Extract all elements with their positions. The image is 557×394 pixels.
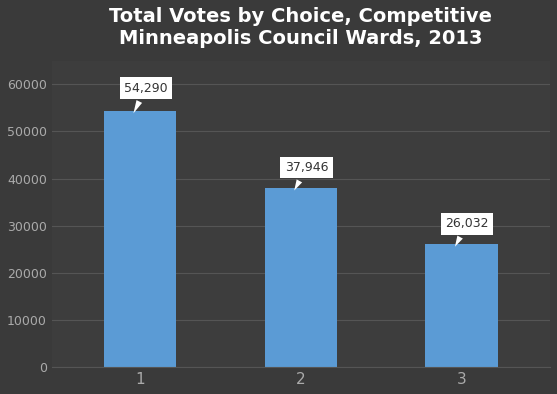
Title: Total Votes by Choice, Competitive
Minneapolis Council Wards, 2013: Total Votes by Choice, Competitive Minne… (109, 7, 492, 48)
Text: 26,032: 26,032 (446, 217, 489, 247)
Bar (104, 111, 177, 367)
Text: 37,946: 37,946 (285, 161, 329, 190)
Bar (426, 244, 498, 367)
Bar (265, 188, 337, 367)
Text: 54,290: 54,290 (124, 82, 168, 113)
